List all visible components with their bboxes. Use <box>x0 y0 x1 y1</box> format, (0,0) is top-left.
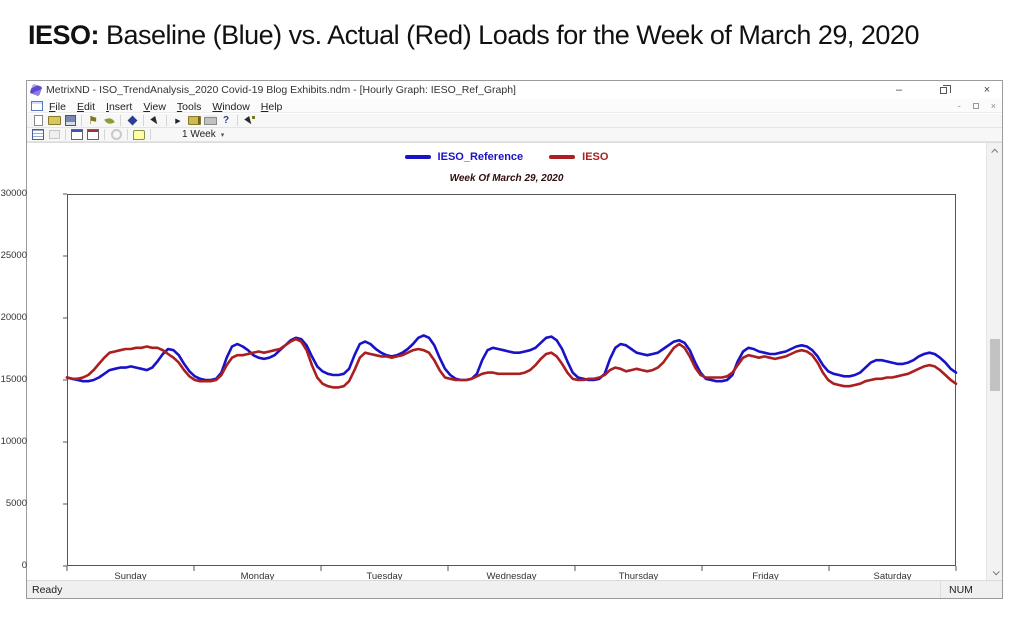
mdi-close-button[interactable]: × <box>990 101 996 111</box>
legend-item-ieso_reference: IESO_Reference <box>404 151 524 163</box>
graph-edit-icon[interactable] <box>86 128 101 141</box>
grid-icon[interactable] <box>31 128 46 141</box>
toolbar-separator <box>120 115 121 126</box>
x-axis-day-label: Monday <box>240 571 275 582</box>
menu-bar: File Edit Insert View Tools Window Help - × <box>27 99 1002 113</box>
chart-canvas: IESO_Reference IESO Week Of March 29, 202… <box>1 143 986 582</box>
graph-new-icon[interactable] <box>70 128 85 141</box>
menu-edit[interactable]: Edit <box>76 100 96 113</box>
y-axis-tick-label: 20000 <box>0 312 27 323</box>
export-folder-icon[interactable] <box>187 114 202 127</box>
menu-view[interactable]: View <box>143 100 166 113</box>
new-document-icon[interactable] <box>31 114 46 127</box>
status-bar: Ready NUM <box>27 580 1002 598</box>
open-file-icon[interactable] <box>47 114 62 127</box>
graph-client-area: IESO_Reference IESO Week Of March 29, 202… <box>1 142 1002 582</box>
chart-legend: IESO_Reference IESO <box>27 151 986 163</box>
toolbar-separator <box>127 129 128 140</box>
vertical-scrollbar[interactable] <box>986 143 1002 580</box>
pointer-icon[interactable] <box>148 114 163 127</box>
x-axis-day-label: Friday <box>752 571 779 582</box>
caret-down-icon: ▾ <box>220 131 225 139</box>
plot-border <box>67 194 956 566</box>
graph-document-icon <box>31 100 43 111</box>
x-axis-day-label: Saturday <box>873 571 912 582</box>
plot-area <box>63 193 958 571</box>
link-disabled-icon[interactable] <box>47 128 62 141</box>
chart-title: Week Of March 29, 2020 <box>449 173 564 184</box>
toolbar-separator <box>81 115 82 126</box>
period-dropdown[interactable]: 1 Week ▾ <box>182 129 224 140</box>
toolbar-separator <box>166 115 167 126</box>
y-axis-tick-label: 15000 <box>0 374 27 385</box>
y-axis-tick-label: 30000 <box>0 188 27 199</box>
graph-toolbar: 1 Week ▾ <box>27 128 1002 142</box>
menu-insert[interactable]: Insert <box>106 100 133 113</box>
scrollbar-thumb[interactable] <box>990 339 1000 391</box>
page-title-prefix: IESO: <box>28 20 100 50</box>
menu-window[interactable]: Window <box>212 100 250 113</box>
leaf-icon[interactable] <box>102 114 117 127</box>
chevron-up-icon <box>990 148 998 156</box>
mdi-restore-icon <box>972 103 979 109</box>
toolbar-separator <box>150 129 151 140</box>
print-icon[interactable] <box>203 114 218 127</box>
y-axis-tick-label: 0 <box>21 560 27 571</box>
x-axis-day-label: Tuesday <box>366 571 403 582</box>
toolbar-separator <box>65 129 66 140</box>
window-titlebar: MetrixND - ISO_TrendAnalysis_2020 Covid-… <box>27 81 1002 99</box>
app-logo-icon <box>29 83 43 97</box>
num-lock-indicator: NUM <box>940 581 1002 598</box>
pointer-run-icon[interactable] <box>242 114 257 127</box>
toolbar-separator <box>237 115 238 126</box>
menu-help[interactable]: Help <box>260 100 283 113</box>
legend-item-ieso: IESO <box>549 151 608 163</box>
metrixnd-window: MetrixND - ISO_TrendAnalysis_2020 Covid-… <box>1 80 1003 599</box>
restore-icon <box>939 84 951 94</box>
x-axis-day-label: Wednesday <box>486 571 537 582</box>
menu-tools[interactable]: Tools <box>176 100 202 113</box>
book-icon[interactable] <box>125 114 140 127</box>
menu-file[interactable]: File <box>49 100 66 113</box>
legend-label: IESO_Reference <box>437 151 524 163</box>
window-title: MetrixND - ISO_TrendAnalysis_2020 Covid-… <box>46 84 516 96</box>
close-button[interactable]: × <box>983 84 991 96</box>
comment-icon[interactable] <box>132 128 147 141</box>
flag-icon[interactable]: ⚑ <box>88 115 98 127</box>
standard-toolbar: ⚑ ▶? <box>27 114 1002 128</box>
x-axis-day-label: Thursday <box>618 571 659 582</box>
run-icon[interactable]: ▶ <box>175 117 181 125</box>
save-icon[interactable] <box>63 114 78 127</box>
page-title-rest: Baseline (Blue) vs. Actual (Red) Loads f… <box>99 20 919 50</box>
help-icon[interactable]: ? <box>222 115 230 126</box>
page-title: IESO: Baseline (Blue) vs. Actual (Red) L… <box>28 20 919 51</box>
series-line-ieso <box>65 337 958 389</box>
status-message: Ready <box>32 583 63 596</box>
restore-button[interactable] <box>936 83 951 97</box>
toolbar-separator <box>143 115 144 126</box>
legend-line-icon <box>549 155 576 159</box>
mdi-restore-button[interactable] <box>972 103 979 109</box>
legend-label: IESO <box>582 151 609 163</box>
minimize-button[interactable]: – <box>895 84 903 96</box>
x-axis-day-label: Sunday <box>114 571 147 582</box>
scroll-down-button[interactable] <box>987 564 1003 580</box>
mdi-minimize-button[interactable]: - <box>957 101 961 111</box>
legend-line-icon <box>404 155 431 159</box>
chevron-down-icon <box>992 567 1000 575</box>
toolbar-separator <box>104 129 105 140</box>
y-axis-tick-label: 25000 <box>0 250 27 261</box>
refresh-disabled-icon[interactable] <box>109 128 124 141</box>
y-axis-tick-label: 5000 <box>5 498 27 509</box>
y-axis-tick-label: 10000 <box>0 436 27 447</box>
period-value: 1 Week <box>182 129 216 140</box>
scroll-up-button[interactable] <box>987 143 1003 159</box>
